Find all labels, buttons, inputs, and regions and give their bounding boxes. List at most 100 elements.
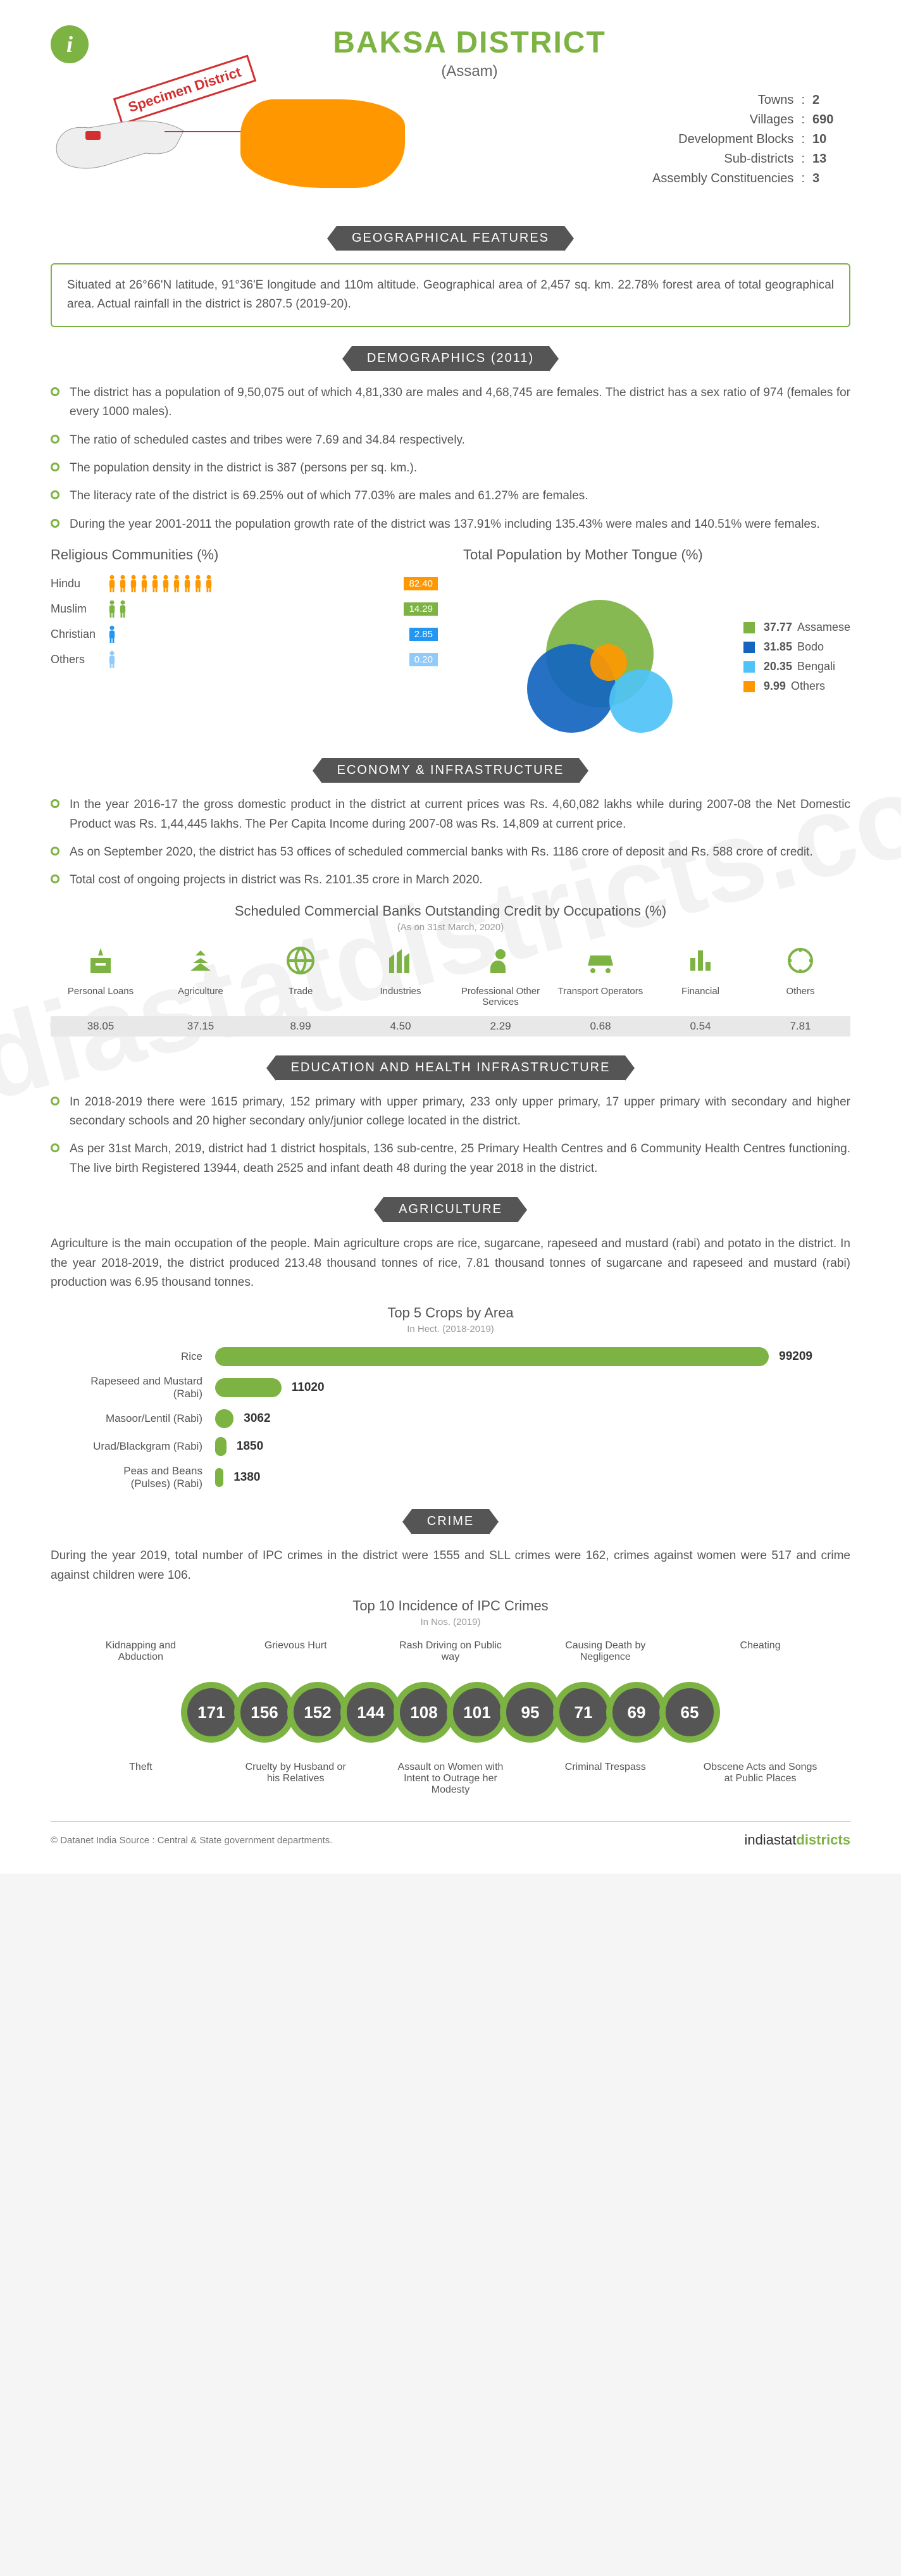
- crime-label: Grievous Hurt: [239, 1640, 352, 1663]
- demo-bullets: The district has a population of 9,50,07…: [51, 383, 850, 534]
- occ-item: Agriculture 37.15: [151, 945, 251, 1036]
- stat-row: Towns : 2: [450, 93, 850, 108]
- legend-item: 37.77 Assamese: [743, 621, 850, 634]
- occ-value: 7.81: [750, 1016, 850, 1036]
- econ-bullets: In the year 2016-17 the gross domestic p…: [51, 795, 850, 890]
- crime-node: 152: [287, 1682, 348, 1743]
- occ-icon: [251, 945, 351, 981]
- occ-icon: [450, 945, 550, 981]
- crime-label: Kidnapping and Abduction: [84, 1640, 197, 1663]
- bullet-icon: [51, 435, 59, 444]
- crop-value: 3062: [244, 1412, 270, 1426]
- religion-row: Muslim 14.29: [51, 600, 438, 618]
- religion-row: Hindu 82.40: [51, 575, 438, 592]
- person-icon: [108, 575, 116, 592]
- occupation-chart: Personal Loans 38.05 Agriculture 37.15 T…: [51, 945, 850, 1036]
- mother-tongue-heading: Total Population by Mother Tongue (%): [463, 547, 850, 563]
- footer-logo: indiastatdistricts: [744, 1832, 850, 1848]
- crop-chart: Rice 99209 Rapeseed and Mustard (Rabi) 1…: [89, 1347, 812, 1490]
- occ-value: 38.05: [51, 1016, 151, 1036]
- person-icon: [183, 575, 192, 592]
- stat-row: Sub-districts : 13: [450, 152, 850, 166]
- bullet-icon: [51, 847, 59, 856]
- bullet-item: The population density in the district i…: [51, 459, 850, 478]
- crop-value: 1850: [237, 1440, 263, 1453]
- crop-value: 99209: [779, 1350, 812, 1364]
- bullet-icon: [51, 387, 59, 396]
- occ-icon: [351, 945, 450, 981]
- crop-bar: [215, 1409, 233, 1428]
- religion-row: Christian 2.85: [51, 625, 438, 643]
- crime-label: Causing Death by Negligence: [549, 1640, 662, 1663]
- occ-item: Financial 0.54: [650, 945, 750, 1036]
- stat-label: Sub-districts: [724, 152, 793, 166]
- district-shape-icon: [240, 99, 405, 188]
- person-icon: [140, 575, 149, 592]
- crime-node: 156: [234, 1682, 295, 1743]
- crop-title: Top 5 Crops by Area: [51, 1305, 850, 1321]
- section-edu: EDUCATION AND HEALTH INFRASTRUCTURE: [276, 1055, 626, 1080]
- person-icon: [108, 600, 116, 618]
- crime-node: 144: [340, 1682, 401, 1743]
- crop-value: 11020: [292, 1381, 325, 1395]
- person-icon: [108, 650, 116, 668]
- person-icon: [129, 575, 138, 592]
- stat-value: 2: [812, 93, 850, 108]
- crop-row: Urad/Blackgram (Rabi) 1850: [89, 1437, 812, 1456]
- person-icon: [118, 600, 127, 618]
- occ-item: Industries 4.50: [351, 945, 450, 1036]
- bullet-item: As on September 2020, the district has 5…: [51, 843, 850, 862]
- person-icon: [194, 575, 202, 592]
- occ-item: Transport Operators 0.68: [550, 945, 650, 1036]
- religion-row: Others 0.20: [51, 650, 438, 668]
- occ-value: 37.15: [151, 1016, 251, 1036]
- crime-text: During the year 2019, total number of IP…: [51, 1546, 850, 1585]
- bullet-item: The ratio of scheduled castes and tribes…: [51, 431, 850, 450]
- crop-value: 1380: [233, 1471, 260, 1484]
- legend-item: 31.85 Bodo: [743, 640, 850, 654]
- religion-pct: 82.40: [404, 577, 438, 590]
- edu-bullets: In 2018-2019 there were 1615 primary, 15…: [51, 1093, 850, 1179]
- crime-node: 65: [659, 1682, 720, 1743]
- occ-icon: [550, 945, 650, 981]
- occ-value: 0.68: [550, 1016, 650, 1036]
- occ-value: 8.99: [251, 1016, 351, 1036]
- section-crime: CRIME: [412, 1509, 489, 1534]
- bullet-item: The district has a population of 9,50,07…: [51, 383, 850, 422]
- occ-icon: [750, 945, 850, 981]
- mother-tongue-legend: 37.77 Assamese 31.85 Bodo 20.35 Bengali …: [743, 621, 850, 699]
- legend-swatch: [743, 642, 755, 653]
- crime-node: 71: [553, 1682, 614, 1743]
- stats-list: Towns : 2 Villages : 690 Development Blo…: [450, 93, 850, 191]
- stat-label: Villages: [750, 113, 794, 127]
- crop-bar: [215, 1347, 769, 1366]
- state-map-icon: [51, 112, 190, 188]
- stat-value: 10: [812, 132, 850, 147]
- section-demo: DEMOGRAPHICS (2011): [352, 346, 549, 371]
- crop-row: Rapeseed and Mustard (Rabi) 11020: [89, 1375, 812, 1400]
- occ-icon: [151, 945, 251, 981]
- religion-pct: 2.85: [409, 628, 438, 641]
- crop-bar: [215, 1378, 282, 1397]
- bullet-item: In 2018-2019 there were 1615 primary, 15…: [51, 1093, 850, 1131]
- occ-icon: [650, 945, 750, 981]
- header: i BAKSA DISTRICT (Assam): [51, 25, 850, 80]
- bullet-item: During the year 2001-2011 the population…: [51, 515, 850, 534]
- bubble-chart: [514, 575, 692, 739]
- crime-labels-bottom: TheftCruelty by Husband or his Relatives…: [63, 1762, 838, 1796]
- stat-label: Assembly Constituencies: [652, 171, 793, 186]
- person-icon: [204, 575, 213, 592]
- crime-chain: 17115615214410810195716965: [51, 1682, 850, 1743]
- stat-row: Villages : 690: [450, 113, 850, 127]
- crime-node: 101: [447, 1682, 507, 1743]
- bullet-icon: [51, 874, 59, 883]
- stat-row: Development Blocks : 10: [450, 132, 850, 147]
- religion-heading: Religious Communities (%): [51, 547, 438, 563]
- stat-value: 690: [812, 113, 850, 127]
- person-icon: [108, 625, 116, 643]
- occ-item: Personal Loans 38.05: [51, 945, 151, 1036]
- crime-node: 95: [500, 1682, 561, 1743]
- crime-label: Criminal Trespass: [549, 1762, 662, 1796]
- crime-label: Assault on Women with Intent to Outrage …: [394, 1762, 507, 1796]
- religion-pct: 0.20: [409, 653, 438, 666]
